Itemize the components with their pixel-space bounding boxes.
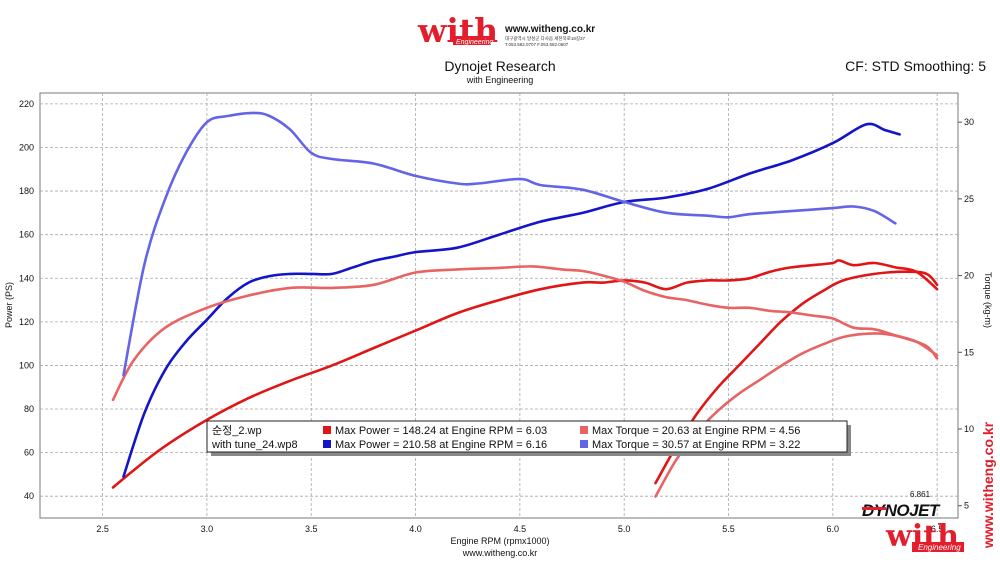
y-left-tick-label: 180 — [19, 186, 34, 196]
legend-file-2: with tune_24.wp8 — [211, 439, 298, 451]
x-tick-label: 5.0 — [618, 524, 631, 534]
x-tick-label: 6.5 — [931, 524, 944, 534]
y-left-tick-label: 200 — [19, 142, 34, 152]
y-right-tick-label: 5 — [964, 501, 969, 511]
side-site-watermark: www.witheng.co.kr — [980, 421, 996, 549]
x-tick-label: 3.5 — [305, 524, 318, 534]
x-axis-label: Engine RPM (rpmx1000) — [450, 536, 549, 546]
legend-box — [206, 420, 848, 453]
y-left-tick-label: 60 — [24, 448, 34, 458]
x-tick-label: 3.0 — [201, 524, 214, 534]
y-right-tick-labels: 5 10 15 20 25 30 — [958, 117, 974, 511]
header-phone: T.053.582.0707 F.053.582.0607 — [505, 42, 569, 47]
header-logo: with Engineering — [417, 11, 498, 50]
chart-subtitle: with Engineering — [466, 75, 534, 85]
legend-entry-1: Max Power = 148.24 at Engine RPM = 6.03 — [335, 425, 547, 437]
y-left-tick-label: 120 — [19, 317, 34, 327]
header-address: 대구광역시 달성군 다사읍 세천북로18길37 — [505, 35, 585, 42]
header-site: www.witheng.co.kr — [504, 24, 595, 35]
x-tick-label: 2.5 — [96, 524, 109, 534]
legend-entry-2: Max Torque = 20.63 at Engine RPM = 4.56 — [592, 425, 800, 437]
legend-file-1: 순정_2.wp — [212, 424, 262, 437]
y-left-tick-label: 100 — [19, 360, 34, 370]
x-tick-labels: 2.5 3.0 3.5 4.0 4.5 5.0 5.5 6.0 6.5 — [96, 524, 943, 534]
y-left-axis-label: Power (PS) — [4, 282, 14, 328]
x-tick-label: 5.5 — [722, 524, 735, 534]
y-left-tick-label: 140 — [19, 273, 34, 283]
series-line-1 — [111, 259, 939, 489]
dynojet-logo-stripe — [862, 507, 886, 510]
y-right-tick-label: 25 — [964, 194, 974, 204]
rpm-value-label: 6.861 — [910, 490, 931, 499]
y-left-tick-label: 220 — [19, 99, 34, 109]
y-left-tick-label: 40 — [24, 491, 34, 501]
grid — [40, 93, 958, 518]
series-lines — [111, 111, 939, 498]
legend-swatch-3 — [323, 440, 331, 448]
series-line-4 — [111, 265, 939, 402]
x-tick-label: 6.0 — [827, 524, 840, 534]
y-right-axis-label: Torque (kg-m) — [983, 272, 993, 328]
x-tick-label: 4.0 — [409, 524, 422, 534]
y-left-tick-labels: 40 60 80 100 120 140 160 180 200 220 — [19, 99, 34, 501]
chart-title: Dynojet Research — [444, 58, 555, 74]
x-axis-sublabel: www.witheng.co.kr — [462, 548, 538, 558]
y-left-tick-label: 160 — [19, 230, 34, 240]
logo-sub: Engineering — [456, 39, 493, 46]
logo-sub-band — [453, 36, 491, 45]
legend-entry-3: Max Power = 210.58 at Engine RPM = 6.16 — [335, 439, 547, 451]
y-right-tick-label: 30 — [964, 117, 974, 127]
corner-logo: with Engineering — [885, 519, 964, 554]
y-right-tick-label: 15 — [964, 347, 974, 357]
corner-logo-sub: Engineering — [918, 543, 961, 552]
legend-swatch-1 — [323, 426, 331, 434]
x-tick-label: 4.5 — [514, 524, 527, 534]
dynojet-logo: DYNOJET — [862, 501, 941, 520]
series-line-3 — [122, 122, 901, 478]
corner-logo-band — [912, 542, 964, 552]
legend-entry-4: Max Torque = 30.57 at Engine RPM = 3.22 — [592, 439, 800, 451]
legend: 순정_2.wp with tune_24.wp8 Max Power = 148… — [206, 420, 851, 456]
y-right-tick-label: 10 — [964, 424, 974, 434]
legend-swatch-4 — [580, 440, 588, 448]
y-left-tick-label: 80 — [24, 404, 34, 414]
series-line-6 — [122, 111, 897, 377]
legend-swatch-2 — [580, 426, 588, 434]
y-right-tick-label: 20 — [964, 271, 974, 281]
cf-smoothing-label: CF: STD Smoothing: 5 — [845, 58, 986, 74]
